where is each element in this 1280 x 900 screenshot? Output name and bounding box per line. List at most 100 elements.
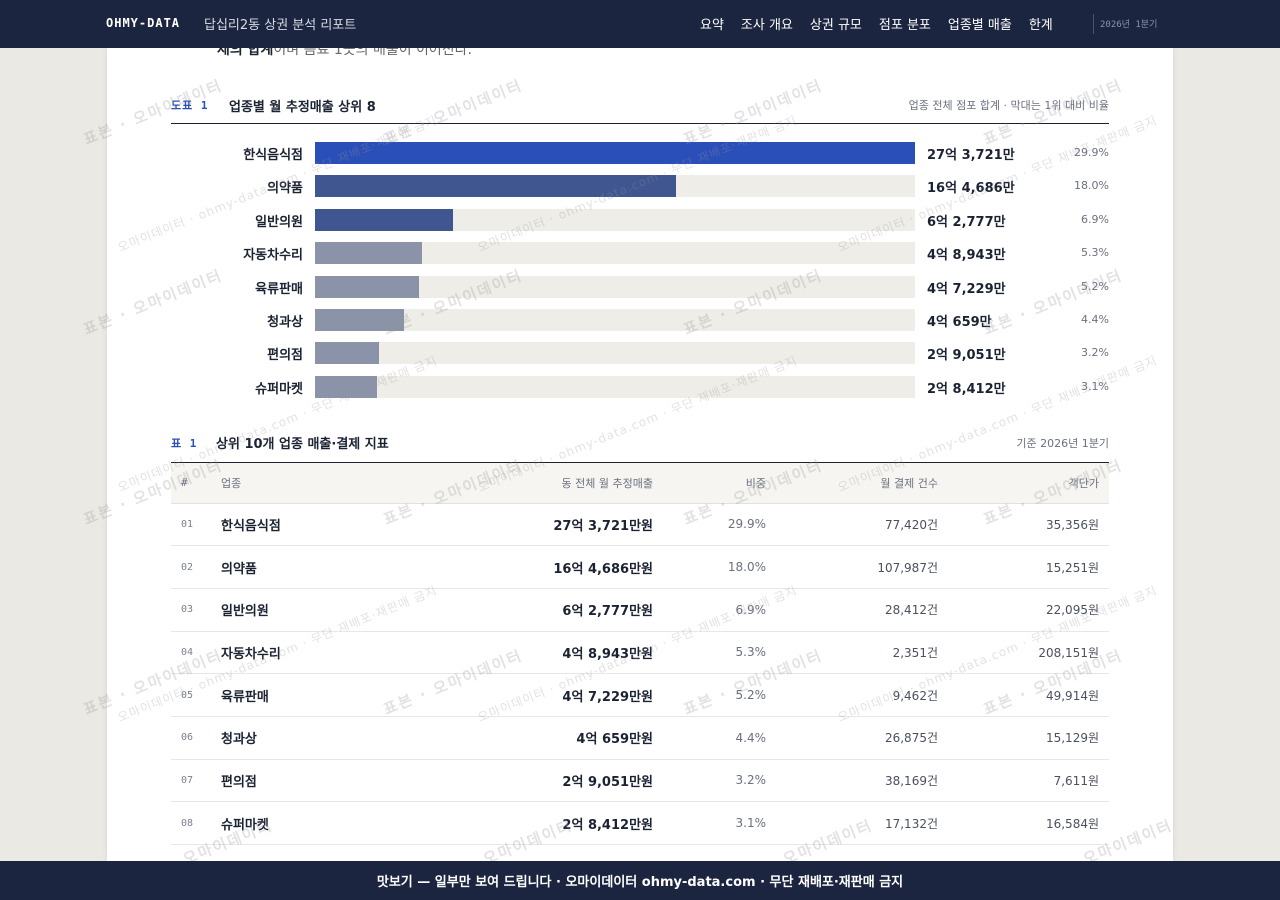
row-avg-price: 15,129원	[938, 716, 1109, 760]
bar-share: 29.9%	[1074, 146, 1109, 159]
row-share: 4.4%	[653, 716, 766, 760]
nav-links: 요약 조사 개요 상권 규모 점포 분포 업종별 매출 한계	[700, 14, 1070, 33]
nav-link-store-distribution[interactable]: 점포 분포	[878, 18, 931, 33]
row-industry: 청과상	[221, 716, 421, 760]
bar-share: 4.4%	[1081, 313, 1109, 326]
bar-share: 3.1%	[1081, 379, 1109, 393]
bar-fill	[315, 242, 423, 265]
bar-fill	[315, 342, 379, 365]
table-note: 기준 2026년 1분기	[1016, 437, 1109, 450]
bar-label: 육류판매	[255, 281, 303, 297]
row-num: 03	[171, 588, 221, 632]
nav-divider	[1093, 14, 1094, 34]
bar-row: 의약품 16억 4,686만 18.0%	[171, 175, 1109, 198]
row-share: 5.2%	[653, 673, 766, 717]
nav-link-limitations[interactable]: 한계	[1028, 18, 1053, 33]
bar-value: 4억 659만	[927, 315, 992, 330]
bar-label: 편의점	[267, 348, 303, 364]
row-avg-price: 7,611원	[938, 759, 1109, 803]
cut-off-bold: 제의 합계	[217, 48, 274, 58]
bar-value: 6억 2,777만	[927, 214, 1006, 230]
report-title: 답십리2동 상권 분석 리포트	[204, 18, 357, 33]
bar-track	[315, 175, 915, 198]
row-industry: 편의점	[221, 759, 421, 803]
brand-logo[interactable]: OHMY-DATA	[106, 16, 181, 30]
bar-label: 한식음식점	[243, 148, 303, 163]
col-header-count: 월 결제 건수	[766, 463, 938, 504]
nav-link-overview[interactable]: 조사 개요	[740, 18, 793, 33]
table-header-row: # 업종 동 전체 월 추정매출 비중 월 결제 건수 객단가	[171, 463, 1109, 504]
row-count: 2,351건	[766, 631, 938, 675]
industry-metrics-table: # 업종 동 전체 월 추정매출 비중 월 결제 건수 객단가 01 한식음식점 2…	[171, 463, 1109, 845]
bar-value: 27억 3,721만	[927, 148, 1015, 163]
row-num: 05	[171, 673, 221, 717]
bar-share: 3.2%	[1081, 346, 1109, 360]
row-count: 77,420건	[766, 503, 938, 547]
row-count: 17,132건	[766, 801, 938, 845]
bar-value: 4억 7,229만	[927, 281, 1006, 297]
row-sales: 4억 659만원	[421, 716, 653, 760]
bar-share: 5.3%	[1081, 246, 1109, 260]
table-row: 01 한식음식점 27억 3,721만원 29.9% 77,420건 35,356원	[171, 503, 1109, 547]
row-share: 3.1%	[653, 801, 766, 845]
row-share: 5.3%	[653, 631, 766, 675]
bar-label: 청과상	[267, 315, 303, 330]
bar-row: 한식음식점 27억 3,721만 29.9%	[171, 142, 1109, 164]
col-header-avg: 객단가	[938, 463, 1109, 504]
row-industry: 의약품	[221, 545, 421, 589]
row-count: 107,987건	[766, 545, 938, 589]
table-row: 06 청과상 4억 659만원 4.4% 26,875건 15,129원	[171, 716, 1109, 760]
nav-link-market-size[interactable]: 상권 규모	[809, 18, 862, 33]
row-avg-price: 15,251원	[938, 545, 1109, 589]
bar-label: 자동차수리	[243, 248, 303, 264]
bar-track	[315, 142, 915, 164]
row-count: 38,169건	[766, 759, 938, 803]
row-num: 04	[171, 631, 221, 675]
row-num: 01	[171, 503, 221, 547]
bar-track	[315, 375, 915, 398]
row-avg-price: 208,151원	[938, 631, 1109, 675]
row-share: 6.9%	[653, 588, 766, 632]
row-num: 06	[171, 716, 221, 760]
report-page: 제의 합계이며 음료 1곳의 매출이 이어진다. 도표 1 업종별 월 추정매출…	[107, 48, 1173, 861]
row-industry: 자동차수리	[221, 631, 421, 675]
row-avg-price: 16,584원	[938, 801, 1109, 845]
cut-off-rest: 이며 음료 1곳의 매출이 이어진다.	[273, 48, 473, 58]
bar-label: 슈퍼마켓	[255, 381, 303, 397]
row-num: 08	[171, 801, 221, 845]
row-industry: 한식음식점	[221, 503, 421, 547]
bar-row: 편의점 2억 9,051만 3.2%	[171, 342, 1109, 365]
table-row: 08 슈퍼마켓 2억 8,412만원 3.1% 17,132건 16,584원	[171, 801, 1109, 845]
table-body: 01 한식음식점 27억 3,721만원 29.9% 77,420건 35,356원 02 의…	[171, 503, 1109, 845]
row-num: 07	[171, 759, 221, 803]
row-avg-price: 49,914원	[938, 673, 1109, 717]
row-share: 3.2%	[653, 759, 766, 803]
bar-value: 2억 8,412만	[927, 381, 1006, 397]
col-header-num: #	[171, 463, 221, 504]
top-navigation: OHMY-DATA 답십리2동 상권 분석 리포트 요약 조사 개요 상권 규모…	[0, 0, 1280, 48]
bar-fill	[315, 309, 405, 331]
table-row: 05 육류판매 4억 7,229만원 5.2% 9,462건 49,914원	[171, 673, 1109, 717]
table-title: 상위 10개 업종 매출·결제 지표	[216, 437, 389, 452]
row-share: 29.9%	[653, 503, 766, 547]
row-industry: 슈퍼마켓	[221, 801, 421, 845]
bar-row: 슈퍼마켓 2억 8,412만 3.1%	[171, 375, 1109, 398]
bar-fill	[315, 175, 677, 198]
row-avg-price: 35,356원	[938, 503, 1109, 547]
cut-off-paragraph: 제의 합계이며 음료 1곳의 매출이 이어진다.	[217, 48, 472, 59]
bar-label: 일반의원	[255, 214, 303, 230]
bar-value: 4억 8,943만	[927, 248, 1006, 264]
bar-fill	[315, 142, 915, 164]
table-row: 03 일반의원 6억 2,777만원 6.9% 28,412건 22,095원	[171, 588, 1109, 632]
bar-track	[315, 242, 915, 265]
nav-link-sales-by-industry[interactable]: 업종별 매출	[947, 18, 1012, 33]
row-sales: 16억 4,686만원	[421, 545, 653, 589]
nav-quarter-label: 2026년 1분기	[1100, 20, 1158, 30]
nav-link-summary[interactable]: 요약	[700, 18, 724, 33]
table-row: 07 편의점 2억 9,051만원 3.2% 38,169건 7,611원	[171, 759, 1109, 803]
figure-header: 도표 1 업종별 월 추정매출 상위 8 업종 전체 점포 합계 · 막대는 1…	[171, 96, 1109, 124]
row-sales: 27억 3,721만원	[421, 503, 653, 547]
bar-fill	[315, 375, 378, 398]
bar-row: 일반의원 6억 2,777만 6.9%	[171, 208, 1109, 231]
row-avg-price: 22,095원	[938, 588, 1109, 632]
